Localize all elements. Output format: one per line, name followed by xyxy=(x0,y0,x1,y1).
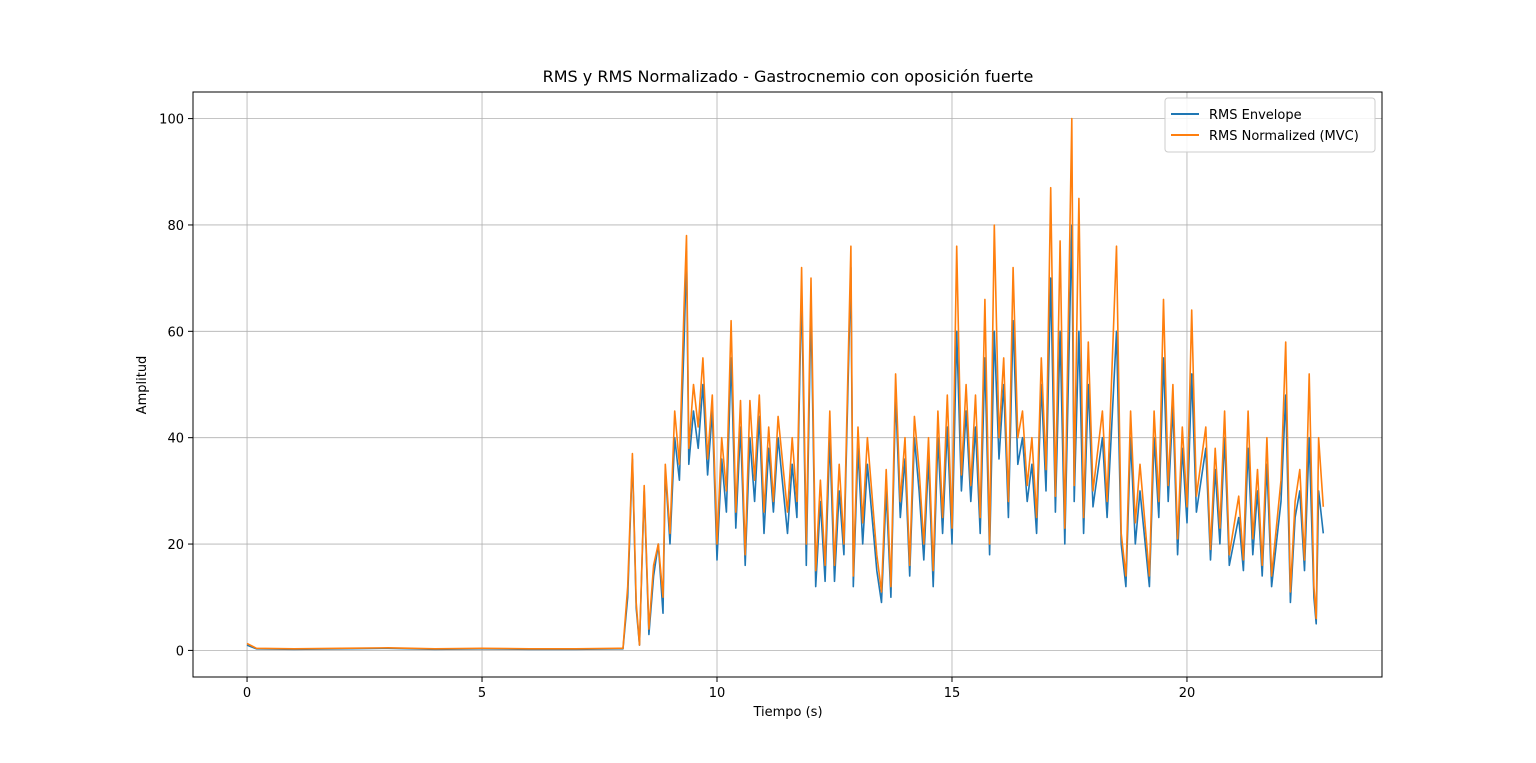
y-tick-label: 20 xyxy=(167,538,184,553)
y-axis-label: Amplitud xyxy=(135,356,150,415)
y-tick-label: 0 xyxy=(176,644,184,659)
x-tick-label: 10 xyxy=(709,686,726,701)
series-layer xyxy=(246,117,1325,651)
x-tick-label: 0 xyxy=(243,686,251,701)
legend-label: RMS Normalized (MVC) xyxy=(1209,129,1359,144)
y-tick-label: 100 xyxy=(159,113,184,128)
y-tick-label: 40 xyxy=(167,432,184,447)
y-tick-label: 80 xyxy=(167,219,184,234)
x-tick-label: 20 xyxy=(1179,686,1196,701)
x-tick-label: 15 xyxy=(944,686,961,701)
ticks: 0 5 10 15 20 0 20 40 60 80 100 xyxy=(159,113,1195,701)
series-line-2 xyxy=(246,117,1325,650)
legend: RMS Envelope RMS Normalized (MVC) xyxy=(1164,97,1376,153)
legend-box xyxy=(1164,97,1376,153)
axes-frame xyxy=(192,91,1383,678)
x-tick-label: 5 xyxy=(478,686,486,701)
chart-title: RMS y RMS Normalizado - Gastrocnemio con… xyxy=(543,67,1034,86)
y-tick-label: 60 xyxy=(167,325,184,340)
legend-label: RMS Envelope xyxy=(1209,108,1302,123)
x-axis-label: Tiempo (s) xyxy=(752,705,822,720)
